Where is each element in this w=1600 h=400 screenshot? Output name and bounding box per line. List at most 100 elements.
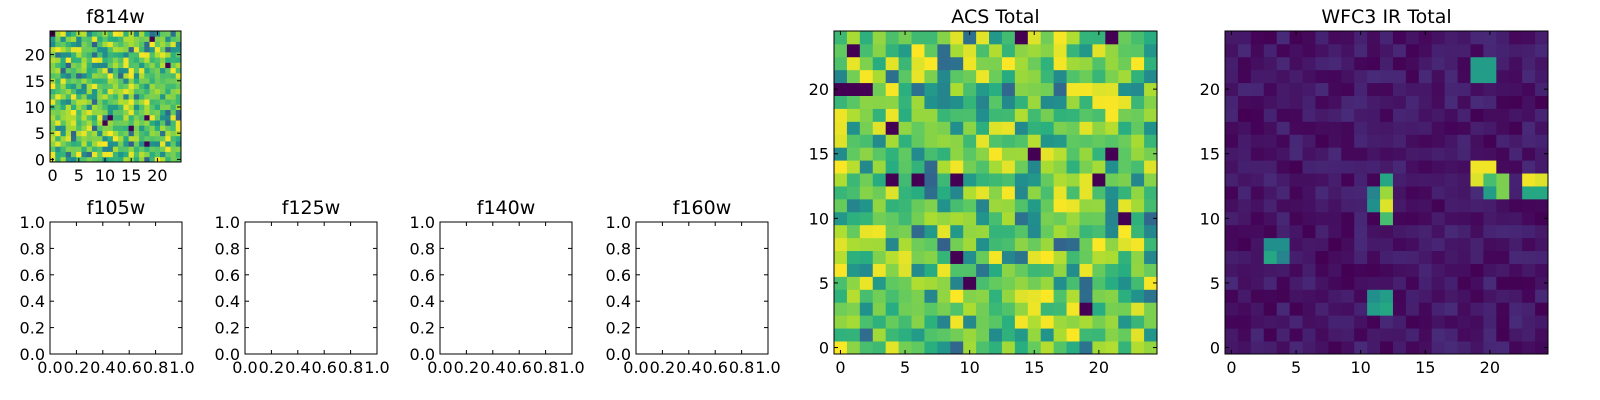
heatmap-cell <box>834 341 848 355</box>
heatmap-cell <box>950 250 964 264</box>
heatmap-cell <box>1522 341 1536 355</box>
heatmap-cell <box>1237 95 1252 109</box>
heatmap-cell <box>118 46 124 53</box>
heatmap-cell <box>144 114 150 121</box>
heatmap-cell <box>911 43 925 58</box>
heatmap-cell <box>91 72 98 79</box>
heatmap-cell <box>1328 224 1342 239</box>
heatmap-cell <box>1105 289 1119 303</box>
heatmap-cell <box>1535 108 1549 122</box>
heatmap-cell <box>834 328 848 342</box>
heatmap-cell <box>1431 160 1446 174</box>
heatmap-cell <box>1470 121 1484 135</box>
heatmap-cell <box>1418 224 1433 239</box>
heatmap-cell <box>86 88 93 95</box>
heatmap-cell <box>898 289 912 303</box>
heatmap-cell <box>989 160 1003 174</box>
heatmap-cell <box>1001 315 1016 329</box>
heatmap-cell <box>1380 134 1394 148</box>
heatmap-cell <box>1289 121 1303 135</box>
heatmap-cell <box>1066 95 1080 109</box>
heatmap-cell <box>950 121 964 135</box>
heatmap-cell <box>950 341 964 355</box>
heatmap-cell <box>1053 302 1067 316</box>
heatmap-cell <box>70 36 77 42</box>
heatmap-cell <box>1367 95 1381 109</box>
heatmap-cell <box>165 125 171 131</box>
heatmap-cell <box>1014 147 1029 161</box>
heatmap-cell <box>112 99 119 105</box>
heatmap-cell <box>160 156 166 163</box>
heatmap-cell <box>70 46 77 53</box>
heatmap-cell <box>885 186 899 200</box>
heatmap-cell <box>1496 134 1510 148</box>
heatmap-cell <box>846 289 861 303</box>
heatmap-cell <box>1053 341 1067 355</box>
heatmap-cell <box>1354 211 1368 226</box>
heatmap-cell <box>118 151 124 158</box>
heatmap-cell <box>834 250 848 264</box>
heatmap-cell <box>1354 302 1368 316</box>
heatmap-cell <box>149 135 156 142</box>
heatmap-cell <box>1053 160 1067 174</box>
heatmap-cell <box>1014 341 1029 355</box>
heatmap-cell <box>1118 250 1132 264</box>
heatmap-cell <box>112 51 119 58</box>
heatmap-cell <box>1470 31 1484 45</box>
heatmap-cell <box>976 198 990 213</box>
heatmap-cell <box>859 147 874 161</box>
heatmap-cell <box>1263 173 1278 187</box>
heatmap-cell <box>1014 43 1029 58</box>
heatmap-cell <box>81 135 88 142</box>
panel-title: f160w <box>673 197 732 219</box>
heatmap-cell <box>118 83 124 90</box>
heatmap-cell <box>1053 276 1067 290</box>
heatmap-cell <box>1027 160 1042 174</box>
heatmap-cell <box>1535 134 1549 148</box>
heatmap-cell <box>937 341 951 355</box>
heatmap-cell <box>1535 56 1549 71</box>
heatmap-cell <box>1289 43 1303 58</box>
heatmap-cell <box>55 46 61 53</box>
heatmap-cell <box>1066 302 1080 316</box>
heatmap-cell <box>1418 211 1433 226</box>
heatmap-cell <box>65 46 72 53</box>
heatmap-cell <box>55 93 61 100</box>
axes-frame <box>635 221 769 355</box>
heatmap-cell <box>1237 315 1252 329</box>
heatmap-cell <box>128 46 135 53</box>
heatmap-cell <box>1118 263 1132 277</box>
heatmap-cell <box>846 173 861 187</box>
heatmap-cell <box>76 151 82 158</box>
heatmap-cell <box>1522 82 1536 96</box>
heatmap-cell <box>139 151 145 158</box>
heatmap-cell <box>65 78 72 84</box>
heatmap-cell <box>81 31 88 37</box>
heatmap-cell <box>1105 173 1119 187</box>
heatmap-cell <box>170 67 177 74</box>
heatmap-cell <box>86 104 93 110</box>
heatmap-cell <box>123 41 129 48</box>
heatmap-cell <box>834 186 848 200</box>
heatmap-cell <box>937 263 951 277</box>
heatmap-cell <box>154 109 161 116</box>
heatmap-cell <box>139 141 145 147</box>
heatmap-cell <box>1341 341 1355 355</box>
heatmap-cell <box>81 130 88 137</box>
heatmap-cell <box>1431 237 1446 252</box>
heatmap-cell <box>55 99 61 105</box>
heatmap-cell <box>133 114 140 121</box>
heatmap-cell <box>834 56 848 71</box>
heatmap-cell <box>924 147 938 161</box>
heatmap-cell <box>976 56 990 71</box>
heatmap-cell <box>963 289 977 303</box>
heatmap-cell <box>1066 56 1080 71</box>
heatmap-cell <box>1263 224 1278 239</box>
heatmap-cell <box>885 82 899 96</box>
heatmap-cell <box>989 186 1003 200</box>
heatmap-cell <box>976 134 990 148</box>
heatmap-cell <box>91 135 98 142</box>
heatmap-cell <box>1457 328 1471 342</box>
heatmap-cell <box>834 224 848 239</box>
heatmap-cell <box>118 31 124 37</box>
